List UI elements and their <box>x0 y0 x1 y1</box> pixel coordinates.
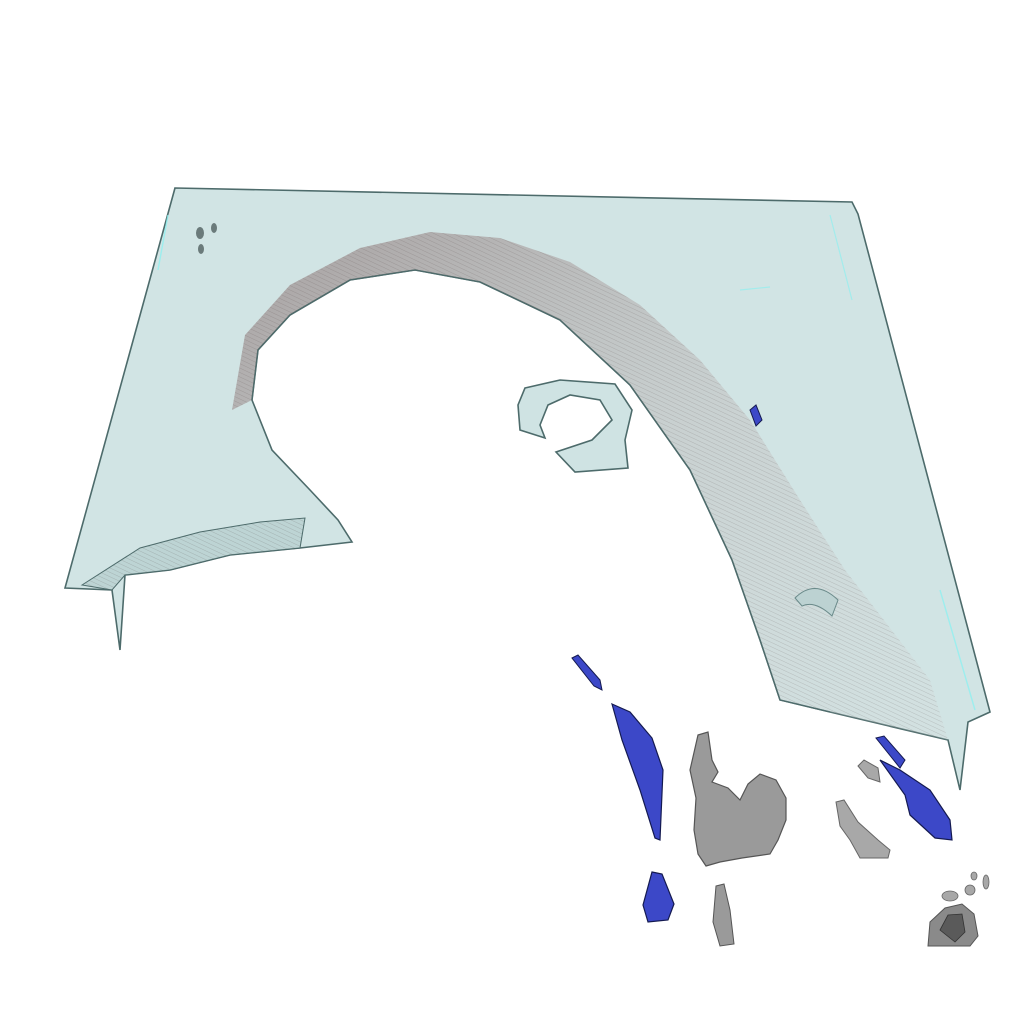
blue-structure <box>875 735 906 769</box>
gray-structure <box>689 731 787 867</box>
cyan-highlight <box>939 589 976 711</box>
lower-left-fold-hatch <box>82 518 305 590</box>
spot <box>196 227 204 239</box>
cyan-highlight <box>829 214 853 301</box>
gray-structure <box>835 799 891 859</box>
blue-structure <box>879 759 953 841</box>
gray-structure <box>939 913 966 943</box>
gray-structure <box>941 890 959 902</box>
sheet-bump <box>794 588 839 617</box>
arch-inner-edge <box>251 269 831 713</box>
ring-fragment <box>517 379 633 473</box>
arch-hatching <box>232 232 948 740</box>
blue-structure <box>642 871 675 923</box>
cyan-highlight <box>157 214 169 271</box>
spot <box>198 244 204 254</box>
gray-structure <box>857 759 881 783</box>
blue-structure <box>611 702 664 841</box>
blue-structure <box>571 654 603 691</box>
cyan-highlight <box>739 286 771 291</box>
gray-structure <box>964 884 976 896</box>
gray-structure <box>712 883 735 947</box>
spot <box>211 223 217 233</box>
gray-structure <box>982 874 990 890</box>
blue-structure <box>749 404 763 427</box>
gray-structure <box>970 871 978 881</box>
